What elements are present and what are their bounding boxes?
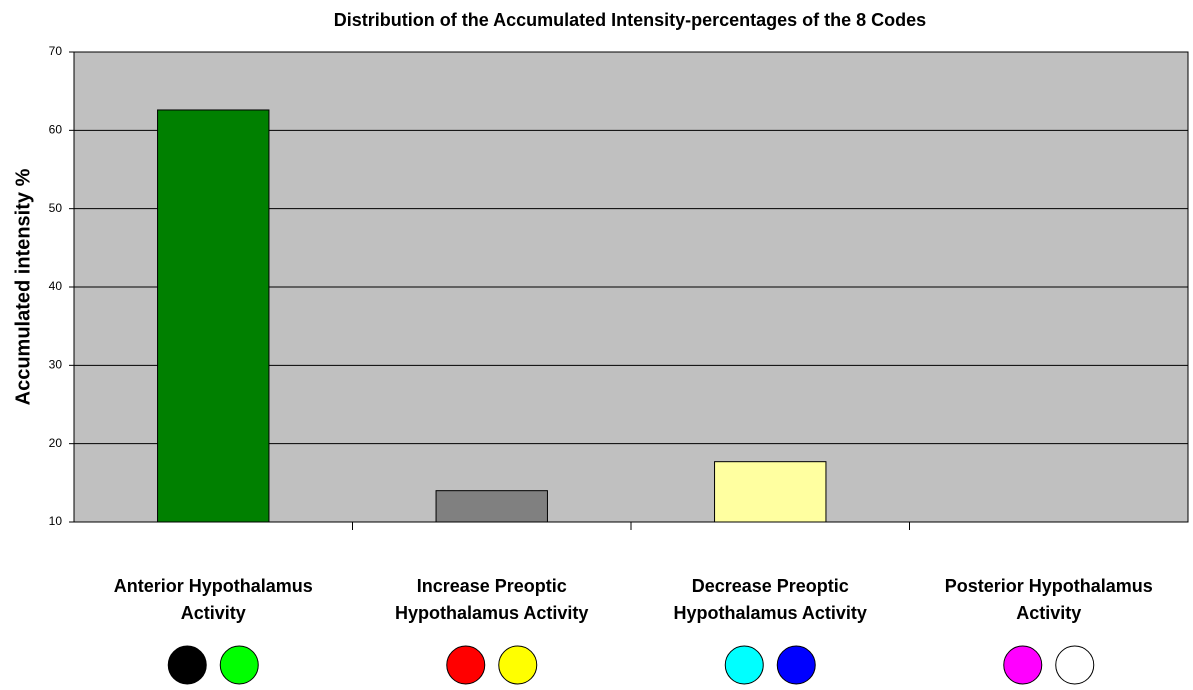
x-tick-label: Activity xyxy=(181,603,246,623)
y-tick-label: 70 xyxy=(49,44,63,58)
y-tick-label: 60 xyxy=(49,123,63,137)
y-axis-label: Accumulated intensity % xyxy=(12,168,34,405)
code-marker xyxy=(776,645,816,685)
y-tick-label: 50 xyxy=(49,201,63,215)
code-marker xyxy=(219,645,259,685)
x-tick-label: Hypothalamus Activity xyxy=(395,603,588,623)
y-tick-label: 40 xyxy=(49,279,63,293)
code-marker xyxy=(1055,645,1095,685)
bar xyxy=(714,461,827,523)
x-tick-label: Hypothalamus Activity xyxy=(674,603,867,623)
y-tick-label: 30 xyxy=(49,358,63,372)
x-tick-label: Increase Preoptic xyxy=(417,576,567,596)
bar xyxy=(157,109,270,523)
x-tick-label: Activity xyxy=(1016,603,1081,623)
code-marker xyxy=(724,645,764,685)
code-marker xyxy=(1003,645,1043,685)
chart-title: Distribution of the Accumulated Intensit… xyxy=(334,10,926,30)
y-tick-label: 20 xyxy=(49,436,63,450)
x-tick-label: Anterior Hypothalamus xyxy=(114,576,313,596)
code-marker xyxy=(167,645,207,685)
code-marker xyxy=(498,645,538,685)
y-tick-label: 10 xyxy=(49,514,63,528)
x-tick-label: Posterior Hypothalamus xyxy=(945,576,1153,596)
bar xyxy=(435,490,548,523)
code-marker xyxy=(446,645,486,685)
x-tick-label: Decrease Preoptic xyxy=(692,576,849,596)
